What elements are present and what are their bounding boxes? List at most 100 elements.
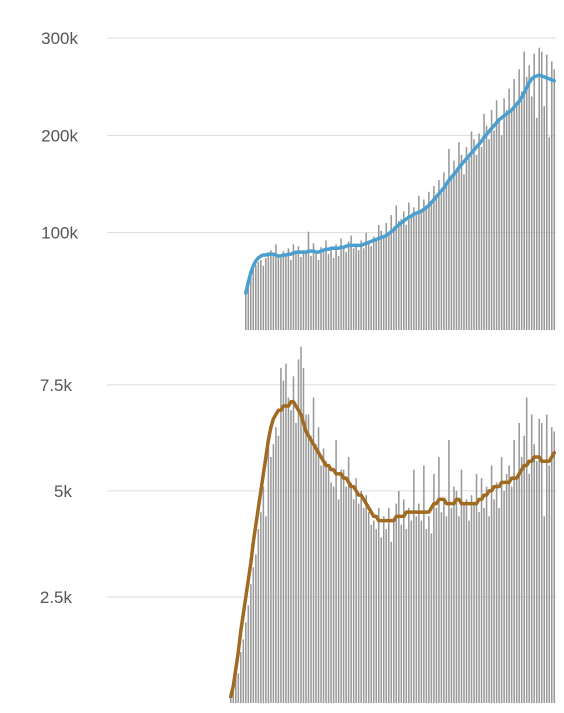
deaths-bar [312,397,315,703]
deaths-bar [543,516,546,703]
cases-bar [272,253,275,330]
cases-bar [312,243,315,330]
cases-bar [292,244,295,330]
deaths-bar [500,456,503,703]
cases-bar [320,247,322,330]
cases-bar [372,236,375,330]
cases-bar [425,207,428,330]
cases-bar [410,217,413,330]
deaths-bar [265,516,267,703]
cases-bar [533,53,535,330]
cases-bar [335,244,337,330]
deaths-bar [470,495,473,703]
deaths-bar [382,516,385,703]
cases-bar [390,215,393,330]
cases-bar [300,257,302,330]
deaths-bar [327,465,330,703]
deaths-bar [247,605,250,703]
deaths-bar [367,512,370,703]
deaths-bar [505,473,508,703]
cases-bar [345,252,347,330]
deaths-bar [425,529,428,703]
deaths-bar [262,486,265,703]
deaths-bar [330,482,332,703]
cases-bar [538,47,540,330]
deaths-bar [473,503,475,703]
deaths-bar [483,507,485,703]
cases-bar [337,256,340,330]
cases-bar [352,248,355,330]
deaths-bar [282,380,285,703]
cases-bar [438,180,440,330]
cases-bar [325,240,327,330]
cases-bar [395,205,398,330]
deaths-y-tick-label-0: 2.5k [40,588,73,607]
deaths-bar [322,448,325,703]
cases-bar [543,106,546,330]
deaths-bar [450,507,453,703]
cases-bar [317,259,320,330]
deaths-bar [292,376,295,703]
deaths-bar [550,427,553,703]
cases-bar [387,234,390,330]
cases-bar [322,249,325,330]
cases-bar [287,248,290,330]
cases-bar [252,269,255,330]
deaths-bar [235,669,237,703]
deaths-bar [240,652,242,703]
cases-bar [468,158,470,330]
deaths-bar [440,512,443,703]
deaths-bar [375,529,377,703]
cases-bar [455,168,458,330]
deaths-bar [418,503,420,703]
cases-bar [460,154,463,330]
cases-bar [310,256,312,330]
deaths-bar [525,397,528,703]
deaths-bar [275,427,277,703]
deaths-bar [393,520,395,703]
deaths-bar [423,465,425,703]
deaths-bar [463,503,465,703]
cases-bar [448,148,450,330]
deaths-bar [538,418,540,703]
deaths-bar [453,486,455,703]
deaths-bar [545,414,548,703]
cases-bar [400,219,403,330]
cases-bar [382,237,385,330]
deaths-bar [362,507,365,703]
deaths-bar [370,524,372,703]
cases-bar [397,220,400,330]
cases-bar [262,265,265,330]
cases-bar [520,91,523,330]
cases-bar [282,251,285,330]
cases-bar [483,113,485,330]
cases-bar [257,261,260,330]
cases-bar [458,142,460,330]
cases-bar [493,130,495,330]
deaths-bar [548,465,551,703]
cases-bar [327,254,330,330]
deaths-bar [347,456,350,703]
deaths-bar [488,516,490,703]
cases-bar [420,209,423,330]
cases-bar [275,244,277,330]
cases-bar [405,224,408,330]
cases-y-tick-label-0: 100k [41,224,78,243]
deaths-bar [513,439,515,703]
deaths-bar [380,537,383,703]
deaths-y-tick-label-1: 5k [54,482,72,501]
deaths-bar [445,516,448,703]
deaths-bar [428,516,430,703]
deaths-bar [297,359,300,703]
cases-bar [380,230,382,330]
cases-bar [392,226,395,330]
deaths-moving-average-line [229,400,557,699]
deaths-bar [310,435,312,703]
cases-bar [265,257,267,330]
deaths-bar [395,503,398,703]
deaths-bar [503,490,505,703]
cases-bar [510,108,513,330]
cases-bar [332,257,335,330]
deaths-bar [385,529,388,703]
deaths-bar [315,444,317,703]
